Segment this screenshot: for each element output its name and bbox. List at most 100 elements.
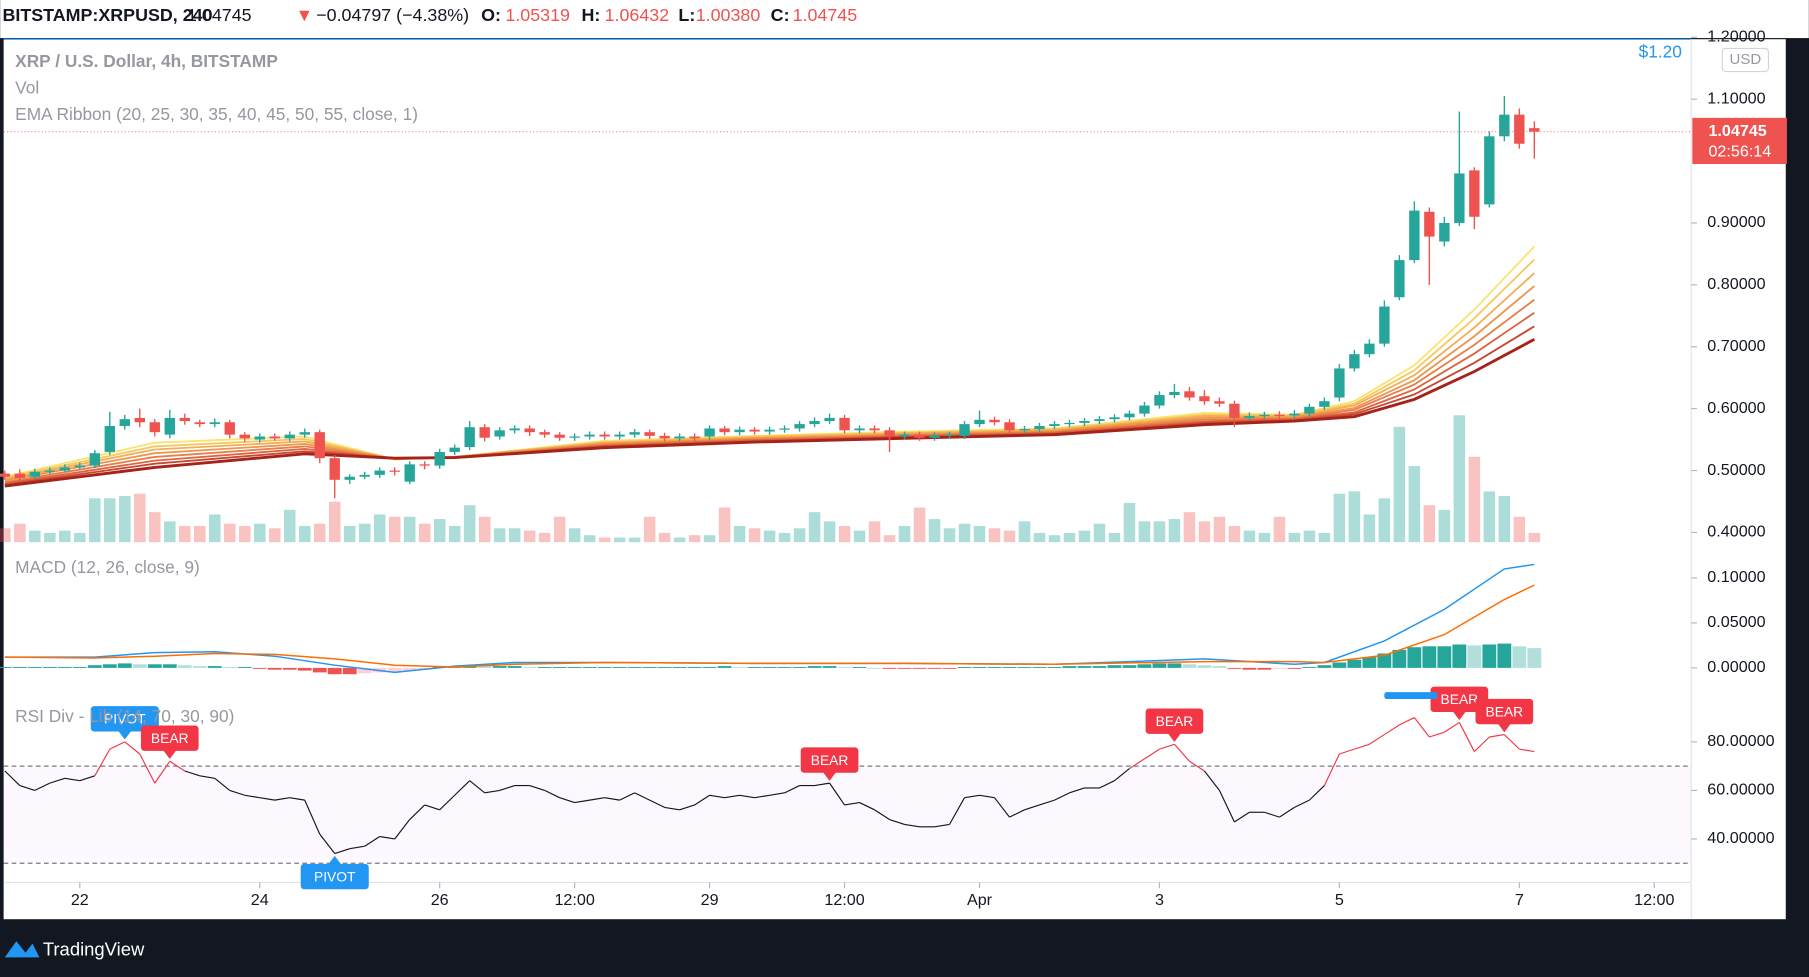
volume-bar: [193, 525, 206, 543]
rsi-segment: [1069, 787, 1085, 794]
histogram-bar: [1317, 665, 1332, 668]
rsi-segment: [814, 782, 830, 787]
volume-bar: [1138, 521, 1151, 543]
candle-body: [359, 474, 370, 477]
candle-body: [1109, 417, 1120, 420]
volume-bar: [313, 523, 326, 543]
rsi-segment: [469, 780, 486, 794]
annotation-pointer: [327, 855, 342, 866]
candle-body: [239, 434, 250, 439]
annotation-label: PIVOT: [314, 868, 356, 884]
candle-body: [1184, 391, 1195, 398]
x-tick-label: 7: [1515, 891, 1524, 909]
footer-bar: [0, 919, 1809, 977]
volume-bar: [14, 523, 26, 543]
volume-bar: [1243, 530, 1256, 543]
volume-bar: [928, 519, 941, 543]
rsi-segment: [1519, 748, 1535, 753]
histogram-bar: [237, 666, 252, 668]
rsi-segment: [904, 823, 920, 828]
candle-body: [1529, 128, 1540, 132]
histogram-bar: [282, 667, 297, 670]
candle-body: [404, 464, 415, 482]
rsi-segment: [1203, 770, 1220, 791]
histogram-bar: [972, 666, 987, 668]
volume-bar: [1033, 532, 1046, 543]
histogram-bar: [1347, 659, 1362, 668]
y-tick-label: 0.90000: [1707, 213, 1765, 231]
candle-body: [989, 419, 1000, 423]
rsi-segment: [79, 775, 95, 782]
candle-body: [374, 470, 385, 475]
volume-bar: [328, 501, 341, 543]
y-tick-label: 0.40000: [1707, 523, 1765, 541]
candle-body: [1214, 401, 1225, 404]
histogram-bar: [0, 666, 12, 668]
rsi-segment: [94, 748, 111, 777]
volume-legend: Vol: [15, 77, 39, 97]
candle-body: [389, 470, 400, 472]
candle-body: [1064, 422, 1075, 425]
histogram-bar: [702, 666, 717, 668]
volume-bar: [778, 532, 791, 543]
rsi-segment: [484, 789, 500, 794]
volume-bar: [59, 530, 71, 543]
histogram-bar: [897, 667, 912, 669]
histogram-bar: [1527, 648, 1542, 668]
histogram-bar: [1017, 666, 1032, 668]
candle-body: [1484, 136, 1495, 205]
rsi-segment: [1308, 785, 1325, 801]
candle-body: [1499, 114, 1510, 137]
candle-body: [1334, 368, 1345, 398]
y-tick-label: 40.00000: [1707, 829, 1774, 847]
histogram-bar: [1482, 644, 1497, 668]
rsi-segment: [1489, 734, 1505, 738]
histogram-bar: [537, 666, 552, 668]
candle-body: [1154, 395, 1165, 406]
y-tick-label: 1.10000: [1707, 89, 1765, 107]
candle-body: [944, 434, 955, 436]
candle-body: [914, 434, 925, 438]
volume-bar: [883, 535, 896, 543]
candle-body: [419, 464, 430, 466]
candle-body: [1019, 429, 1030, 431]
rsi-segment: [544, 789, 560, 799]
candle-body: [344, 476, 355, 480]
candle-body: [224, 422, 235, 435]
histogram-bar: [1032, 666, 1047, 668]
rsi-segment: [424, 804, 440, 811]
plot: 0.40000 0.50000 0.60000 0.70000 0.80000 0.900…: [0, 28, 1787, 909]
close-label: C:: [771, 5, 790, 25]
rsi-segment: [889, 818, 905, 825]
candle-body: [194, 422, 205, 425]
rsi-segment: [574, 799, 590, 804]
volume-bar: [1273, 516, 1286, 543]
rsi-segment: [259, 797, 275, 801]
low-label: L:: [678, 5, 695, 25]
rsi-segment: [1009, 809, 1025, 818]
histogram-bar: [117, 663, 132, 668]
candle-body: [494, 430, 505, 437]
rsi-segment: [49, 777, 65, 784]
candle-body: [929, 435, 940, 438]
candle-body: [959, 424, 970, 436]
x-tick-label: 29: [701, 891, 719, 909]
histogram-bar: [1182, 664, 1197, 668]
rsi-segment: [1039, 799, 1055, 806]
volume-bar: [853, 530, 866, 543]
top-label: $1.20: [1639, 42, 1682, 62]
rsi-segment: [124, 741, 141, 755]
histogram-bar: [12, 666, 27, 668]
histogram-bar: [342, 667, 357, 675]
volume-bar: [1048, 535, 1061, 543]
rsi-segment: [649, 799, 665, 808]
annotation-box: [140, 725, 199, 751]
candle-body: [629, 432, 640, 435]
volume-bar: [1348, 491, 1361, 543]
histogram-bar: [1362, 657, 1377, 668]
candle-body: [464, 427, 475, 448]
histogram-bar: [807, 666, 822, 668]
volume-bar: [1528, 532, 1541, 543]
volume-bar: [223, 523, 236, 543]
x-tick-label: 22: [71, 891, 89, 909]
